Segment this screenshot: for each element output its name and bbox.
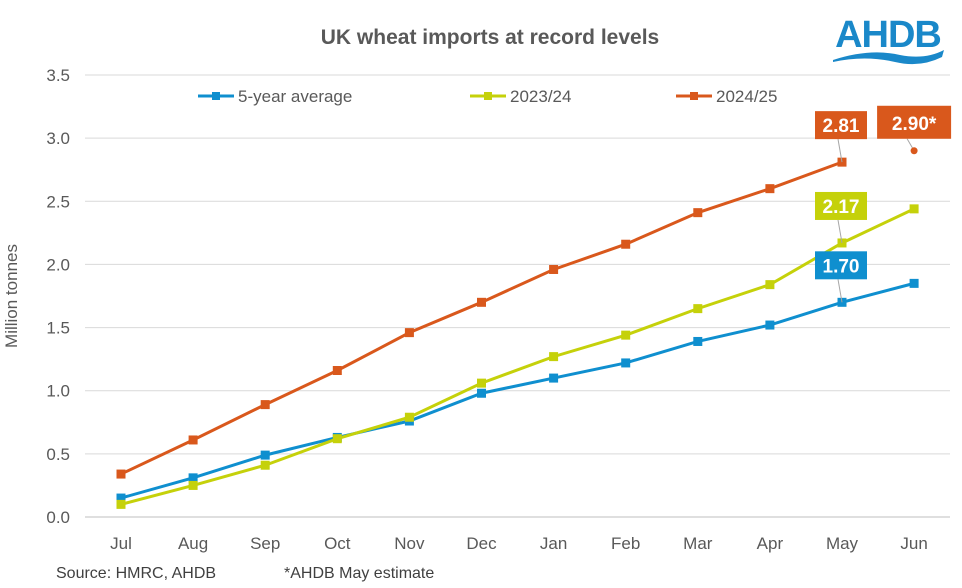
- x-tick-label: Oct: [324, 534, 351, 553]
- estimate-note: *AHDB May estimate: [284, 565, 434, 582]
- x-tick-label: Sep: [250, 534, 280, 553]
- ahdb-logo: AHDB: [833, 14, 944, 65]
- y-tick-label: 0.0: [46, 508, 70, 527]
- y-axis-label: Million tonnes: [2, 244, 21, 348]
- label-leader: [837, 139, 843, 163]
- legend-marker: [484, 92, 492, 100]
- data-point: [188, 473, 198, 483]
- y-tick-label: 2.5: [46, 192, 70, 211]
- y-tick-label: 3.5: [46, 66, 70, 85]
- x-tick-label: Feb: [611, 534, 640, 553]
- y-tick-label: 0.5: [46, 445, 70, 464]
- x-tick-label: Nov: [394, 534, 425, 553]
- series-line: [120, 281, 915, 500]
- data-point: [477, 297, 486, 307]
- x-tick-label: Dec: [466, 534, 497, 553]
- series-line: [120, 160, 843, 476]
- data-point: [404, 412, 414, 422]
- data-point: [404, 328, 414, 338]
- data-point: [693, 304, 703, 314]
- data-point: [332, 366, 342, 376]
- legend-marker: [690, 92, 698, 100]
- data-point: [116, 493, 126, 503]
- data-point: [116, 499, 126, 509]
- series-line: [120, 207, 915, 506]
- logo-text: AHDB: [835, 14, 941, 56]
- data-point: [621, 239, 631, 249]
- y-tick-label: 1.0: [46, 382, 70, 401]
- data-label-box: [815, 191, 867, 220]
- x-tick-label: Apr: [757, 534, 784, 553]
- data-label-box: [815, 251, 867, 280]
- legend-marker: [212, 92, 220, 100]
- data-point: [765, 320, 775, 330]
- data-point: [621, 330, 631, 340]
- x-tick-label: May: [826, 534, 859, 553]
- data-point: [188, 480, 198, 490]
- data-point: [549, 264, 559, 274]
- legend-label: 2024/25: [716, 87, 777, 106]
- data-label-box: [815, 111, 867, 140]
- data-label: 2.81: [823, 116, 860, 137]
- data-point: [909, 204, 919, 214]
- estimate-point: [910, 147, 918, 155]
- y-tick-label: 2.0: [46, 255, 70, 274]
- y-tick-label: 1.5: [46, 319, 70, 338]
- data-point: [116, 469, 126, 479]
- data-point: [477, 378, 486, 388]
- y-tick-label: 3.0: [46, 129, 70, 148]
- data-point: [765, 280, 775, 290]
- data-point: [765, 184, 775, 194]
- source-note: Source: HMRC, AHDB: [56, 565, 216, 582]
- x-tick-label: Mar: [683, 534, 713, 553]
- data-point: [260, 450, 270, 460]
- data-point: [549, 352, 559, 362]
- estimate-label: 2.90*: [892, 114, 937, 135]
- estimate-label-box: [877, 105, 952, 139]
- label-leader: [837, 279, 843, 303]
- data-point: [621, 358, 631, 368]
- data-label: 1.70: [823, 256, 860, 277]
- x-tick-label: Jan: [540, 534, 567, 553]
- data-point: [693, 208, 703, 218]
- data-point: [332, 434, 342, 444]
- data-point: [260, 400, 270, 410]
- data-point: [549, 373, 559, 383]
- data-point: [909, 278, 919, 288]
- x-tick-label: Jun: [900, 534, 927, 553]
- chart-title: UK wheat imports at record levels: [321, 26, 659, 49]
- data-point: [260, 460, 270, 470]
- data-label: 2.17: [823, 197, 860, 218]
- legend-label: 2023/24: [510, 87, 571, 106]
- legend-label: 5-year average: [238, 87, 352, 106]
- data-point: [188, 435, 198, 445]
- x-tick-label: Jul: [110, 534, 132, 553]
- data-point: [693, 336, 703, 346]
- logo-wave: [833, 50, 944, 65]
- x-tick-label: Aug: [178, 534, 208, 553]
- label-leader: [837, 219, 843, 244]
- data-point: [477, 388, 486, 398]
